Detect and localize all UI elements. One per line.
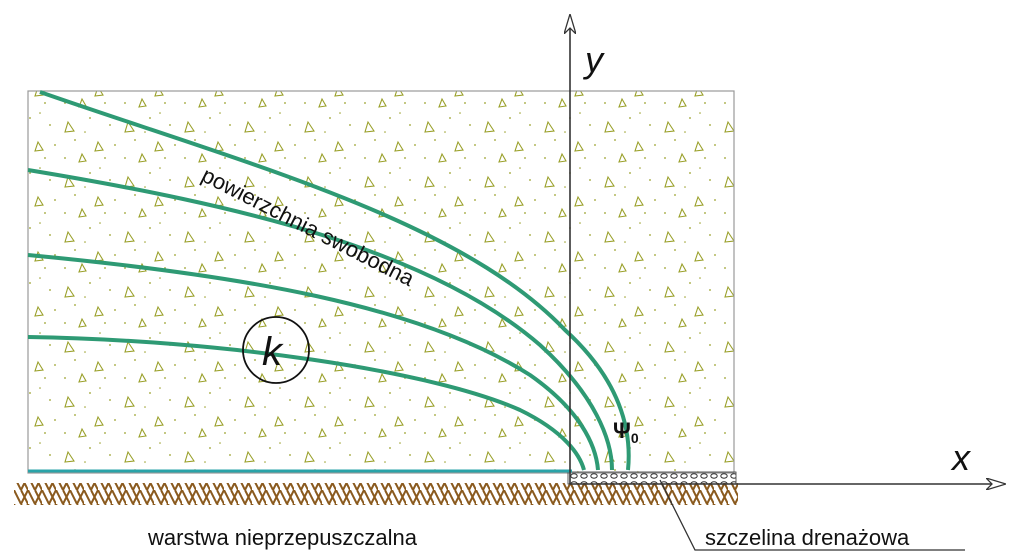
streamline-4 [27,335,586,471]
streamline-2 [27,168,614,471]
impermeable-layer-label: warstwa nieprzepuszczalna [147,525,418,550]
permeability-circle [242,316,310,384]
free-surface-streamline [39,90,631,471]
streamline-3 [27,253,600,471]
drain-slot [567,471,737,485]
psi-label: Ψ0 [613,418,639,446]
psi-subscript: 0 [631,430,639,446]
streamlines [27,90,631,471]
drain-slot-leader [659,479,965,551]
y-axis-label: y [582,39,605,80]
drain-slot-label: szczelina drenażowa [705,525,910,550]
permeability-label: k [262,330,284,374]
x-axis-label: x [950,437,972,478]
impermeable-layer [14,483,738,505]
soil-region [27,90,735,474]
